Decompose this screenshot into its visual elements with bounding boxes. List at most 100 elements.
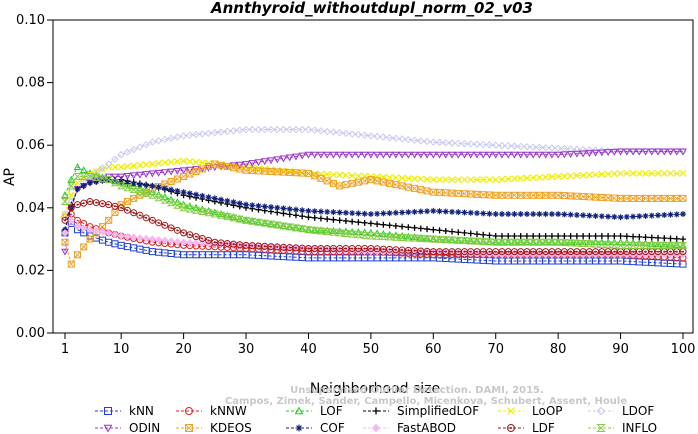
marker-boxed-x (105, 216, 113, 224)
x-tick-label: 70 (487, 342, 504, 357)
marker-x (117, 163, 125, 171)
marker-x (130, 162, 138, 170)
marker-boxed-x (61, 238, 69, 246)
marker-diamond-filled (385, 247, 394, 256)
marker-dot (507, 250, 510, 253)
marker-asterisk (498, 211, 505, 218)
marker-hourglass (460, 237, 469, 245)
marker-plus (355, 219, 362, 226)
marker-asterisk (442, 208, 449, 215)
marker-x (654, 169, 662, 177)
legend-label: kNNW (210, 404, 247, 418)
marker-plus (442, 227, 449, 234)
marker-dot (382, 248, 385, 251)
marker-asterisk (455, 209, 462, 216)
marker-dot (600, 250, 603, 253)
marker-asterisk (74, 186, 81, 193)
marker-circle-dot (73, 201, 81, 209)
marker-x (467, 176, 475, 184)
marker-triangle-down (123, 172, 132, 180)
marker-plus (561, 232, 568, 239)
marker-plus (592, 232, 599, 239)
marker-asterisk (99, 177, 106, 184)
marker-dot (438, 250, 441, 253)
marker-triangle-down (129, 172, 138, 180)
marker-triangle-down (192, 166, 200, 174)
marker-asterisk (93, 178, 100, 185)
marker-plus (673, 235, 680, 242)
marker-asterisk (548, 211, 555, 218)
marker-hourglass (316, 227, 326, 235)
marker-plus (461, 229, 468, 236)
marker-circle-dot (192, 233, 200, 241)
marker-asterisk (623, 213, 630, 220)
marker-dot (163, 224, 166, 227)
marker-hourglass (410, 234, 419, 242)
marker-x (411, 175, 419, 183)
marker-diamond (529, 143, 537, 151)
marker-cross (536, 191, 543, 199)
marker-hourglass (485, 238, 494, 246)
marker-triangle-down (373, 151, 381, 159)
marker-plus (342, 217, 349, 224)
marker-cross (205, 163, 212, 170)
marker-cross (180, 173, 187, 180)
marker-cross (236, 165, 244, 173)
marker-dot (669, 250, 672, 253)
marker-dot (294, 246, 297, 249)
marker-asterisk (636, 213, 643, 220)
marker-boxed-x (67, 260, 75, 268)
marker-circle-dot (155, 219, 163, 227)
marker-triangle-down (273, 156, 282, 164)
marker-asterisk (480, 210, 487, 217)
marker-cross (224, 163, 231, 170)
marker-asterisk (567, 211, 574, 218)
marker-dot (263, 245, 266, 248)
marker-hourglass (372, 232, 382, 240)
marker-circle-dot (111, 202, 119, 210)
marker-hourglass (216, 211, 226, 219)
marker-dot (513, 250, 516, 253)
marker-x (136, 161, 144, 169)
marker-triangle-down (660, 148, 669, 156)
marker-hourglass (560, 239, 569, 247)
marker-dot (613, 250, 616, 253)
marker-dot (132, 211, 135, 214)
marker-dot (538, 250, 541, 253)
marker-triangle-down (597, 149, 606, 157)
marker-diamond (111, 155, 119, 163)
marker-cross (298, 169, 306, 177)
marker-dot (276, 245, 279, 248)
marker-diamond-filled (371, 423, 381, 433)
marker-asterisk (311, 208, 318, 215)
marker-asterisk (180, 189, 187, 196)
marker-asterisk (405, 209, 412, 216)
marker-asterisk (255, 202, 262, 209)
marker-diamond (354, 130, 363, 139)
marker-hourglass (585, 240, 594, 248)
marker-hourglass (223, 213, 232, 221)
marker-x (148, 160, 156, 168)
marker-hourglass (522, 238, 532, 246)
marker-hourglass (210, 210, 220, 218)
marker-asterisk (611, 213, 618, 220)
marker-x (479, 176, 487, 184)
marker-cross (186, 170, 194, 178)
legend-label: ODIN (129, 421, 160, 434)
marker-x (123, 163, 131, 170)
marker-diamond (279, 125, 288, 134)
marker-asterisk (461, 209, 468, 216)
marker-diamond (267, 125, 275, 134)
marker-dot (319, 247, 322, 250)
marker-hourglass (73, 173, 82, 180)
marker-asterisk (449, 208, 456, 215)
marker-diamond (129, 145, 138, 154)
marker-x (348, 172, 356, 179)
marker-cross (411, 185, 418, 192)
legend-item-cof: COF (286, 421, 345, 434)
marker-asterisk (218, 196, 225, 203)
marker-triangle-down (298, 152, 307, 160)
marker-dot (625, 250, 628, 253)
marker-dot (407, 249, 410, 252)
marker-diamond (261, 125, 269, 134)
